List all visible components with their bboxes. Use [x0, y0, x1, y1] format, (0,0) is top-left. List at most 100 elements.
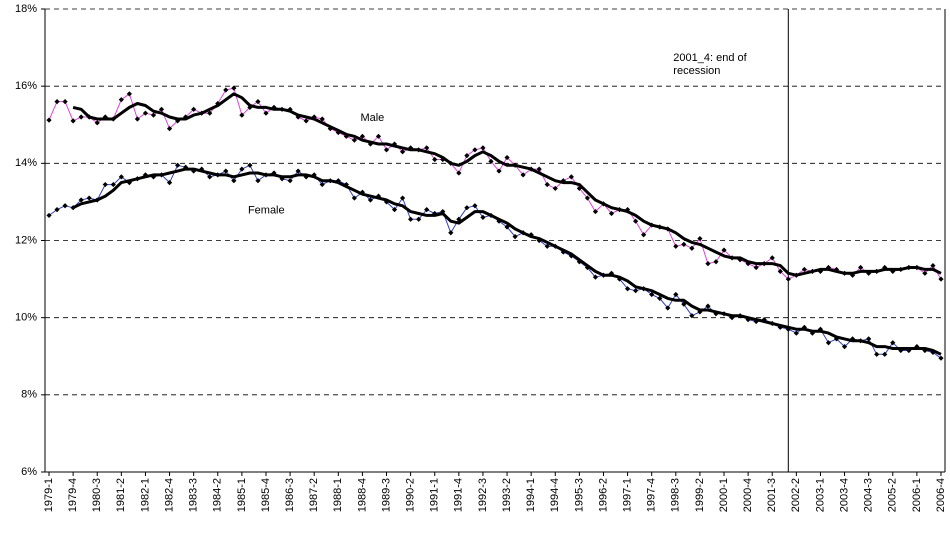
marker	[399, 195, 406, 201]
x-tick-label: 1986-3	[284, 478, 296, 512]
marker	[504, 154, 510, 161]
x-tick-label: 2000-4	[742, 478, 754, 512]
marker	[841, 344, 848, 350]
marker	[207, 110, 213, 116]
marker	[890, 340, 896, 346]
marker	[544, 181, 550, 188]
marker	[231, 178, 237, 184]
marker	[158, 106, 165, 112]
series-label: Female	[248, 205, 285, 217]
marker	[849, 272, 856, 278]
marker	[938, 276, 944, 282]
marker	[882, 264, 888, 271]
marker	[633, 288, 639, 294]
marker	[745, 261, 751, 267]
marker	[898, 347, 904, 354]
marker	[938, 355, 944, 361]
y-tick-label: 18%	[15, 3, 37, 15]
marker	[351, 137, 357, 143]
x-tick-label: 1997-4	[646, 478, 658, 512]
marker	[118, 97, 124, 103]
y-tick-label: 10%	[15, 312, 37, 324]
marker	[592, 274, 599, 280]
marker	[134, 116, 141, 122]
marker	[102, 181, 108, 188]
marker	[383, 147, 390, 153]
marker	[922, 347, 928, 354]
y-tick-label: 6%	[21, 466, 37, 478]
marker	[906, 347, 912, 354]
marker	[753, 264, 759, 271]
marker	[472, 203, 478, 209]
marker	[255, 99, 261, 105]
series-line	[72, 167, 942, 356]
marker	[520, 172, 526, 178]
marker	[681, 301, 687, 307]
marker	[247, 162, 253, 168]
marker	[858, 264, 864, 271]
marker	[930, 262, 936, 269]
marker	[375, 193, 382, 199]
marker	[464, 205, 470, 211]
marker	[713, 259, 719, 265]
marker	[793, 330, 799, 336]
marker	[673, 291, 679, 298]
marker	[239, 112, 245, 118]
x-tick-label: 1988-4	[356, 478, 368, 512]
marker	[504, 224, 510, 230]
x-tick-label: 1991-1	[429, 478, 441, 512]
marker	[440, 156, 446, 163]
marker	[584, 195, 591, 201]
marker	[769, 255, 775, 261]
marker	[416, 216, 422, 222]
marker	[544, 243, 550, 249]
marker	[825, 340, 832, 346]
x-tick-label: 1985-1	[236, 478, 248, 512]
marker	[464, 153, 470, 159]
x-tick-label: 1994-1	[525, 478, 537, 512]
marker	[191, 106, 197, 112]
marker	[890, 268, 896, 274]
marker	[223, 87, 229, 93]
x-tick-label: 1981-2	[115, 478, 127, 512]
marker	[391, 207, 398, 213]
x-tick-label: 1979-4	[67, 478, 79, 512]
marker	[408, 216, 414, 222]
marker	[825, 264, 832, 271]
marker	[424, 145, 430, 151]
marker	[142, 110, 149, 116]
marker	[817, 326, 824, 332]
x-tick-label: 2003-1	[814, 478, 826, 512]
marker	[62, 203, 68, 209]
annotation: 2001_4: end of recession	[673, 52, 747, 77]
x-tick-label: 2006-1	[911, 478, 923, 512]
marker	[367, 197, 374, 203]
marker	[568, 174, 574, 180]
x-tick-label: 1982-4	[163, 478, 175, 512]
x-tick-label: 1983-3	[188, 478, 200, 512]
marker	[689, 313, 695, 319]
marker	[536, 166, 542, 172]
marker	[174, 162, 181, 168]
marker	[62, 99, 68, 105]
marker	[721, 247, 727, 253]
x-tick-label: 1988-1	[332, 478, 344, 512]
x-tick-label: 1994-4	[549, 478, 561, 512]
marker	[552, 185, 558, 192]
x-tick-label: 1993-2	[501, 478, 513, 512]
x-tick-label: 2000-1	[718, 478, 730, 512]
marker	[319, 116, 325, 122]
marker	[432, 156, 438, 163]
marker	[657, 295, 663, 301]
marker	[480, 145, 486, 151]
marker	[673, 243, 679, 249]
marker	[86, 195, 92, 201]
y-tick-label: 12%	[15, 234, 37, 246]
marker	[512, 234, 518, 240]
marker	[440, 208, 446, 215]
x-tick-label: 2003-4	[838, 478, 850, 512]
y-tick-label: 8%	[21, 389, 37, 401]
x-tick-label: 1995-3	[573, 478, 585, 512]
